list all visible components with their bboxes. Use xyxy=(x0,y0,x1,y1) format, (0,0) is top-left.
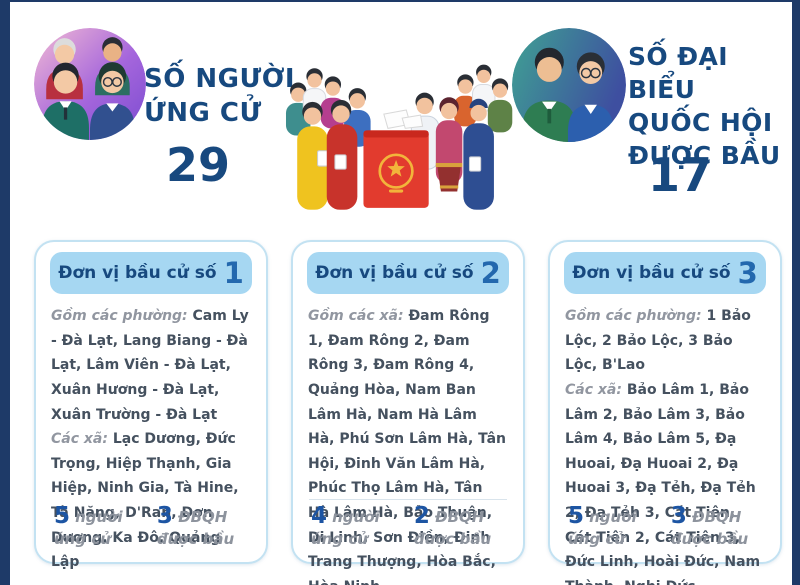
unit-2-elected-value: 2 xyxy=(413,503,430,529)
unit-3-title: Đơn vị bầu cử số xyxy=(572,263,731,283)
unit-1-body: Gồm các phường: Cam Ly - Đà Lạt, Lang Bi… xyxy=(46,302,256,575)
unit-1-elected-stat: 3 ĐBQH được bầu xyxy=(156,503,248,550)
two-delegates-circle-icon xyxy=(512,28,626,142)
candidates-title-line1: SỐ NGƯỜI xyxy=(144,64,296,94)
unit-2-candidates-value: 4 xyxy=(311,503,328,529)
unit-3-header: Đơn vị bầu cử số 3 xyxy=(564,252,766,294)
unit-1-wards-label: Gồm các phường: xyxy=(51,308,188,324)
delegates-title-line3: ĐƯỢC BẦU xyxy=(628,141,781,170)
unit-1-header: Đơn vị bầu cử số 1 xyxy=(50,252,252,294)
unit-2-header: Đơn vị bầu cử số 2 xyxy=(307,252,509,294)
unit-3-elected-label: ĐBQH được bầu xyxy=(670,508,749,548)
unit-2-communes: Gồm các xã: Đam Rông 1, Đam Rông 2, Đam … xyxy=(308,304,508,585)
delegates-title: SỐ ĐẠI BIỂU QUỐC HỘI ĐƯỢC BẦU xyxy=(628,40,792,172)
candidates-count: 29 xyxy=(165,138,230,192)
unit-2-candidates-stat: 4 người ứng cử xyxy=(311,503,402,550)
unit-1-communes: Các xã: Lạc Dương, Đức Trọng, Hiệp Thạnh… xyxy=(51,427,251,575)
unit-3-candidates-label: người ứng cử xyxy=(568,508,637,548)
unit-3-communes-label: Các xã: xyxy=(565,381,622,398)
delegates-title-line2: QUỐC HỘI xyxy=(628,108,773,137)
unit-2-communes-list: Đam Rông 1, Đam Rông 2, Đam Rông 3, Đam … xyxy=(308,308,506,585)
unit-1-number: 1 xyxy=(223,255,244,290)
unit-3-elected-value: 3 xyxy=(670,503,687,529)
candidates-title-line2: ỨNG CỬ xyxy=(144,98,262,128)
unit-1-elected-label: ĐBQH được bầu xyxy=(156,508,235,548)
unit-3-body: Gồm các phường: 1 Bảo Lộc, 2 Bảo Lộc, 3 … xyxy=(560,302,770,585)
unit-2-elected-stat: 2 ĐBQH được bầu xyxy=(413,503,505,550)
unit-2-body: Gồm các xã: Đam Rông 1, Đam Rông 2, Đam … xyxy=(303,302,513,585)
unit-1-wards: Gồm các phường: Cam Ly - Đà Lạt, Lang Bi… xyxy=(51,304,251,427)
unit-3-number: 3 xyxy=(737,255,758,290)
unit-2-footer: 4 người ứng cử 2 ĐBQH được bầu xyxy=(307,503,509,550)
delegates-count: 17 xyxy=(647,148,712,202)
unit-1-footer: 5 người ứng cử 3 ĐBQH được bầu xyxy=(50,503,252,550)
unit-1-title: Đơn vị bầu cử số xyxy=(58,263,217,283)
unit-3-footer: 5 người ứng cử 3 ĐBQH được bầu xyxy=(564,503,766,550)
unit-2-number: 2 xyxy=(480,255,501,290)
unit-3-communes-list: Bảo Lâm 1, Bảo Lâm 2, Bảo Lâm 3, Bảo Lâm… xyxy=(565,381,761,585)
unit-1-communes-list: Lạc Dương, Đức Trọng, Hiệp Thạnh, Gia Hi… xyxy=(51,431,239,571)
election-unit-card-3: Đơn vị bầu cử số 3 Gồm các phường: 1 Bảo… xyxy=(548,240,782,585)
unit-1-candidates-label: người ứng cử xyxy=(54,508,123,548)
unit-1-wards-list: Cam Ly - Đà Lạt, Lang Biang - Đà Lạt, Lâ… xyxy=(51,308,249,423)
unit-2-divider xyxy=(309,499,507,500)
unit-3-wards: Gồm các phường: 1 Bảo Lộc, 2 Bảo Lộc, 3 … xyxy=(565,304,765,378)
unit-1-candidates-stat: 5 người ứng cử xyxy=(54,503,145,550)
unit-1-candidates-value: 5 xyxy=(54,503,71,529)
candidates-title: SỐ NGƯỜI ỨNG CỬ xyxy=(144,62,295,130)
unit-3-candidates-value: 5 xyxy=(568,503,585,529)
unit-2-communes-label: Gồm các xã: xyxy=(308,308,404,324)
election-unit-card-1: Đơn vị bầu cử số 1 Gồm các phường: Cam L… xyxy=(34,240,268,570)
unit-3-wards-list: 1 Bảo Lộc, 2 Bảo Lộc, 3 Bảo Lộc, B'Lao xyxy=(565,308,751,374)
unit-2-candidates-label: người ứng cử xyxy=(311,508,380,548)
unit-3-wards-label: Gồm các phường: xyxy=(565,308,702,324)
unit-1-elected-value: 3 xyxy=(156,503,173,529)
four-candidates-circle-icon xyxy=(34,28,146,140)
unit-2-elected-label: ĐBQH được bầu xyxy=(413,508,492,548)
election-units-row: Đơn vị bầu cử số 1 Gồm các phường: Cam L… xyxy=(34,240,782,585)
unit-1-communes-label: Các xã: xyxy=(51,431,108,448)
delegates-title-line1: SỐ ĐẠI BIỂU xyxy=(628,42,728,104)
unit-2-title: Đơn vị bầu cử số xyxy=(315,263,474,283)
unit-3-elected-stat: 3 ĐBQH được bầu xyxy=(670,503,762,550)
election-unit-card-2: Đơn vị bầu cử số 2 Gồm các xã: Đam Rông … xyxy=(291,240,525,585)
ballot-box-crowd-illustration xyxy=(268,57,516,215)
unit-3-communes: Các xã: Bảo Lâm 1, Bảo Lâm 2, Bảo Lâm 3,… xyxy=(565,378,765,585)
unit-3-candidates-stat: 5 người ứng cử xyxy=(568,503,659,550)
